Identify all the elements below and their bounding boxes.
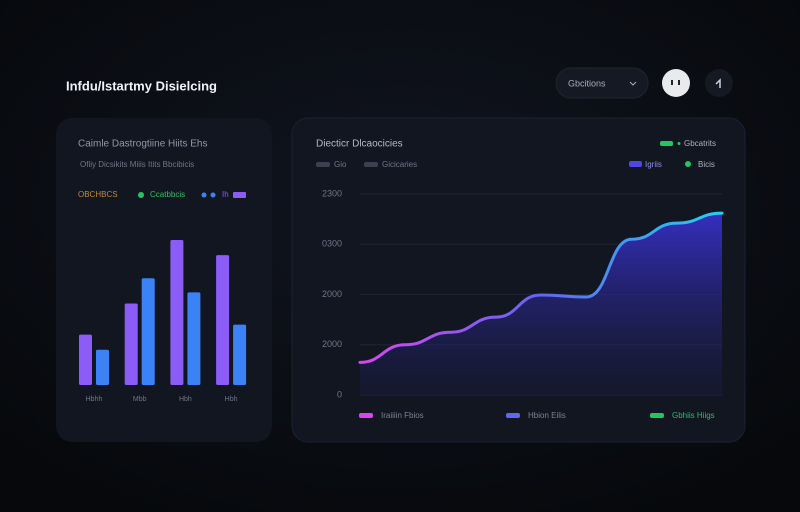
- legend-label: Ccatbbcis: [150, 190, 185, 199]
- legend-dot: [138, 192, 144, 198]
- x-tick-label: Hbhh: [86, 396, 103, 403]
- legend-swatch: [650, 413, 664, 418]
- bar: [216, 255, 230, 385]
- dropdown-label: Gbcitions: [568, 78, 606, 88]
- legend-dot: [210, 192, 216, 198]
- panel-subtitle: Ofiiy Dicsikits Miiis Itits Bbcibicis: [80, 160, 194, 169]
- button-icon: [671, 80, 680, 85]
- legend-label: Iraiiiin Fbios: [381, 411, 424, 420]
- legend-swatch: [506, 413, 520, 418]
- legend-dot: [685, 161, 691, 167]
- tab: Gicicaries: [382, 160, 417, 169]
- tab-swatch: [364, 162, 378, 167]
- legend-label: Gbhiis Hiigs: [672, 411, 715, 420]
- legend-swatch: [233, 192, 246, 198]
- bar: [170, 240, 184, 385]
- legend-dot: [201, 192, 207, 198]
- bar: [187, 292, 201, 385]
- legend-label: Bicis: [698, 160, 715, 169]
- button-dark[interactable]: [705, 69, 733, 97]
- panel-title: Diecticr Dlcaocicies: [316, 139, 403, 150]
- legend-dot: [677, 142, 681, 145]
- legend-swatch: [629, 161, 642, 167]
- bar: [141, 278, 155, 385]
- legend-label: OBCHBCS: [78, 190, 118, 199]
- legend-swatch: [660, 141, 673, 146]
- dropdown-caret: [629, 81, 637, 86]
- bar: [96, 349, 109, 385]
- charts: Ccatbbcis Ih Hbhh Mbb Hbh Hbh Gio Gicicaries Gbc…: [79, 139, 724, 420]
- y-tick-label: 0: [337, 389, 342, 399]
- x-tick-label: Hbh: [225, 396, 238, 403]
- x-tick-label: Mbb: [133, 396, 147, 403]
- bar: [233, 324, 247, 385]
- page-title: Infdu/Istartmy Disielcing: [66, 78, 217, 93]
- legend-label: Ih: [222, 190, 229, 199]
- legend-swatch: [359, 413, 373, 418]
- bar: [124, 303, 138, 385]
- legend-label: Hbion Eilis: [528, 411, 566, 420]
- tab-swatch: [316, 162, 330, 167]
- y-tick-label: 2000: [322, 339, 342, 349]
- line: [358, 211, 724, 364]
- button-light[interactable]: [662, 69, 690, 97]
- bar: [79, 334, 92, 385]
- panel-title: Caimle Dastrogtiine Hiits Ehs: [78, 139, 208, 150]
- area: [360, 213, 722, 395]
- tab: Gio: [334, 160, 347, 169]
- dropdown[interactable]: [555, 67, 649, 99]
- y-tick-label: 2300: [322, 188, 342, 198]
- y-tick-label: 0300: [322, 239, 342, 249]
- legend-label: Gbcatrits: [684, 139, 716, 148]
- button-icon: [715, 78, 721, 88]
- legend-label: Igriis: [645, 160, 662, 169]
- y-tick-label: 2000: [322, 289, 342, 299]
- x-tick-label: Hbh: [179, 396, 192, 403]
